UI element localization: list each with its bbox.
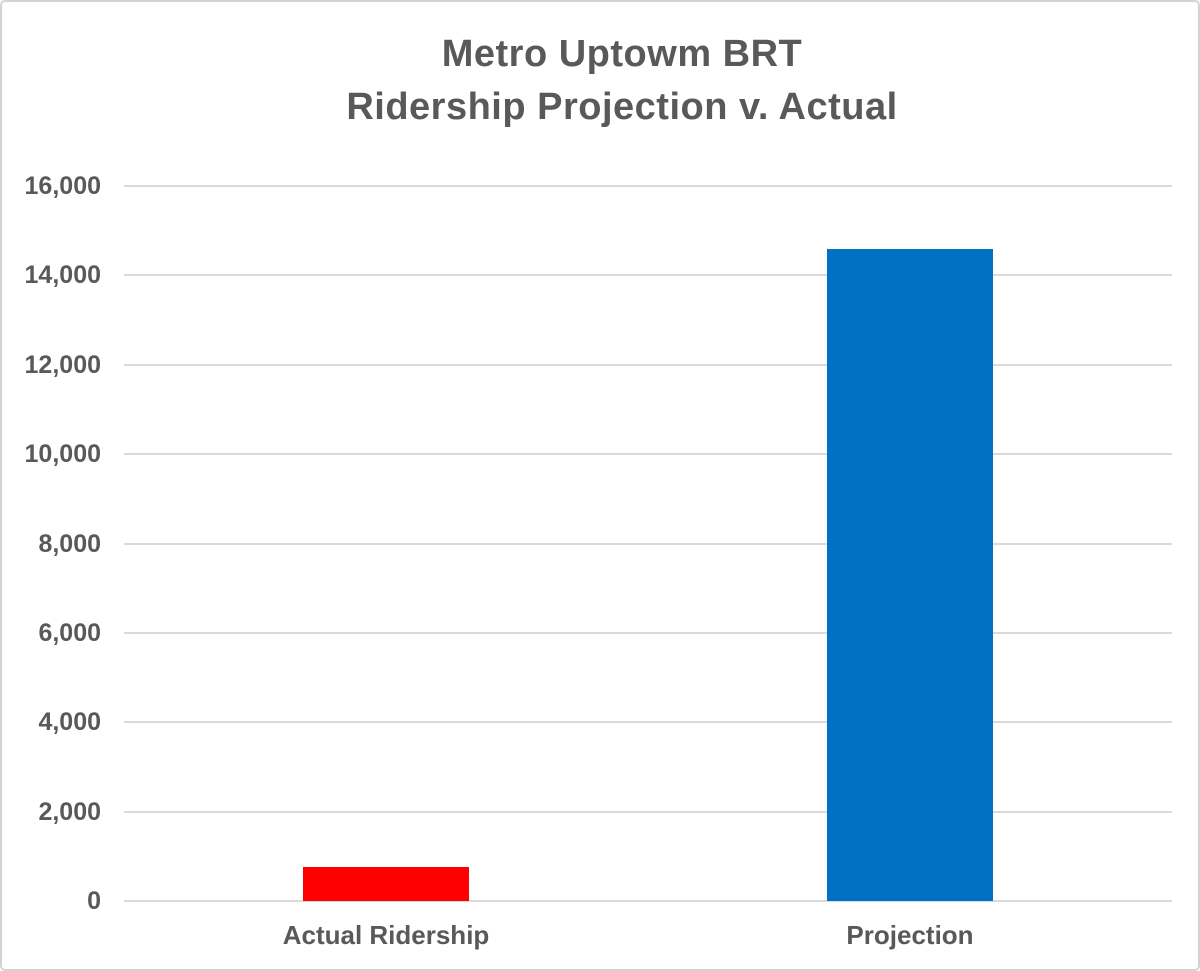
gridline <box>124 274 1172 277</box>
gridline <box>124 542 1172 545</box>
x-category-label: Projection <box>846 920 974 950</box>
bar-actual-ridership <box>303 867 469 901</box>
y-tick-label: 10,000 <box>24 440 101 469</box>
y-tick-label: 12,000 <box>24 350 101 379</box>
gridline <box>124 900 1172 902</box>
y-tick-label: 14,000 <box>24 261 101 290</box>
gridline <box>124 721 1172 724</box>
y-tick-label: 16,000 <box>24 172 101 200</box>
gridline <box>124 363 1172 366</box>
chart-title: Metro Uptowm BRT Ridership Projection v.… <box>42 28 1198 134</box>
y-tick-label: 6,000 <box>38 618 101 647</box>
gridline <box>124 453 1172 456</box>
y-tick-label: 4,000 <box>38 708 101 737</box>
gridline <box>124 810 1172 813</box>
y-tick-label: 8,000 <box>38 529 101 558</box>
chart-title-line1: Metro Uptowm BRT <box>441 33 803 75</box>
x-category-label: Actual Ridership <box>282 920 490 950</box>
y-tick-label: 2,000 <box>38 797 101 826</box>
y-tick-label: 0 <box>87 887 101 915</box>
bar-projection <box>827 248 993 901</box>
chart-title-line2: Ridership Projection v. Actual <box>346 86 898 128</box>
gridline <box>124 185 1172 187</box>
gridline <box>124 631 1172 634</box>
